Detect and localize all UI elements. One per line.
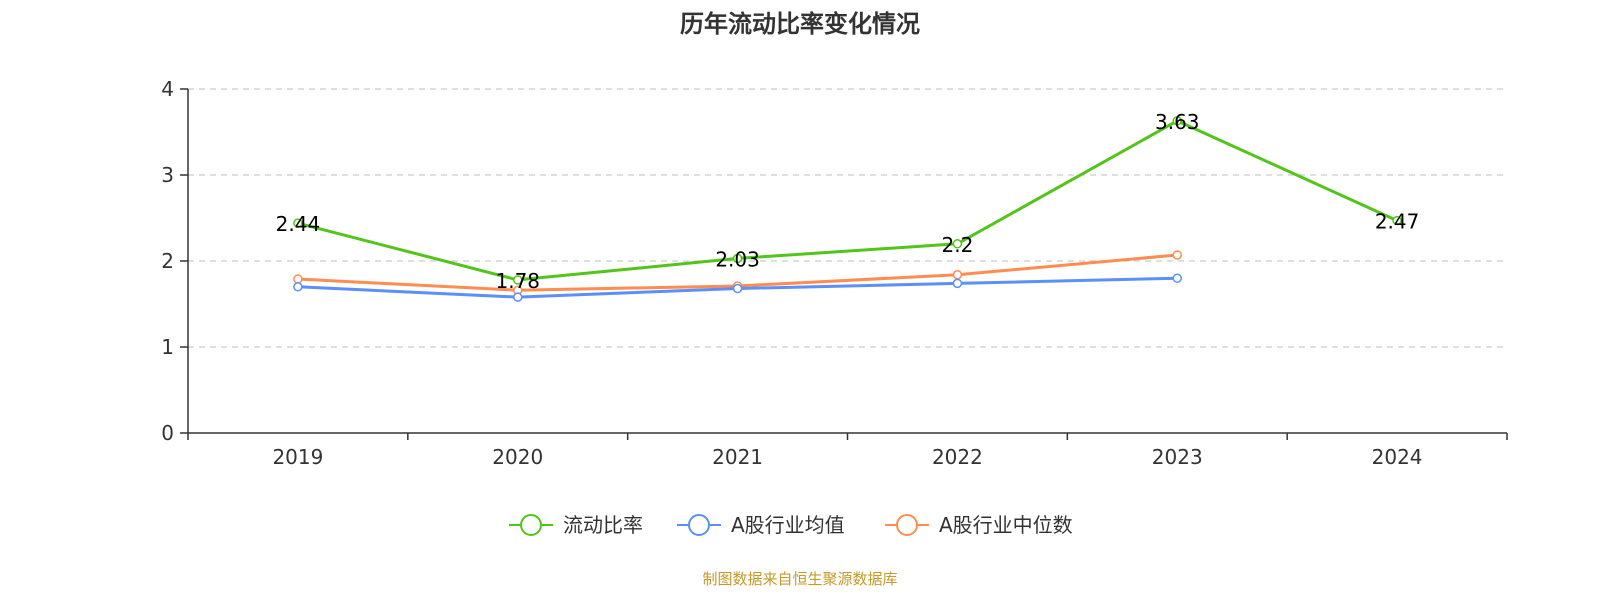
data-point — [513, 275, 523, 285]
data-point — [732, 283, 743, 294]
data-point — [293, 218, 303, 228]
data-point — [952, 239, 963, 249]
legend-marker-icon — [896, 514, 918, 536]
legend-item[interactable]: A股行业均值 — [677, 513, 845, 537]
data-point — [293, 282, 303, 292]
data-point — [1392, 215, 1402, 226]
grid-lines — [188, 88, 1507, 348]
source-note: 制图数据来自恒生聚源数据库 — [702, 570, 897, 588]
series-1 — [293, 273, 1182, 302]
y-tick-label: 1 — [161, 335, 174, 359]
y-tick-label: 2 — [161, 249, 174, 273]
legend[interactable]: 流动比率 A股行业均值 A股行业中位数 — [509, 513, 1073, 537]
x-tick-label: 2019 — [272, 445, 323, 469]
data-point — [952, 278, 963, 289]
legend-label: 流动比率 — [563, 513, 643, 537]
y-tick-label: 0 — [161, 421, 174, 445]
data-point — [1172, 273, 1182, 283]
data-point — [1172, 116, 1182, 126]
data-point — [732, 253, 743, 264]
legend-label: A股行业均值 — [731, 513, 845, 537]
data-point — [293, 274, 303, 284]
x-tick-label: 2024 — [1372, 445, 1423, 469]
x-tick-label: 2021 — [712, 445, 763, 469]
series-line — [297, 119, 1398, 282]
x-tick-label: 2020 — [492, 445, 543, 469]
data-label: 3.63 — [1155, 110, 1200, 134]
data-point — [513, 292, 523, 302]
x-tick-label: 2023 — [1152, 445, 1203, 469]
legend-label: A股行业中位数 — [939, 513, 1073, 537]
legend-item[interactable]: 流动比率 — [509, 513, 643, 537]
data-label: 2.47 — [1375, 210, 1420, 234]
axes: 0 1 2 3 4 2019 2020 2021 2022 2023 2024 — [161, 77, 1508, 469]
legend-marker-icon — [688, 514, 710, 536]
series-lines — [293, 116, 1402, 302]
data-point — [952, 270, 963, 280]
data-label: 2.44 — [276, 212, 321, 236]
data-label: 2.2 — [942, 233, 974, 257]
y-tick-label: 3 — [161, 163, 174, 187]
data-label: 2.03 — [715, 247, 760, 271]
y-tick-label: 4 — [161, 77, 174, 101]
chart-title: 历年流动比率变化情况 — [680, 10, 920, 38]
x-tick-label: 2022 — [932, 445, 983, 469]
data-labels: 2.44 1.78 2.03 2.2 3.63 2.47 — [276, 110, 1420, 293]
data-point — [1172, 250, 1182, 260]
legend-marker-icon — [520, 514, 542, 536]
legend-item[interactable]: A股行业中位数 — [885, 513, 1073, 537]
data-label: 1.78 — [495, 269, 540, 293]
series-0 — [293, 116, 1402, 285]
